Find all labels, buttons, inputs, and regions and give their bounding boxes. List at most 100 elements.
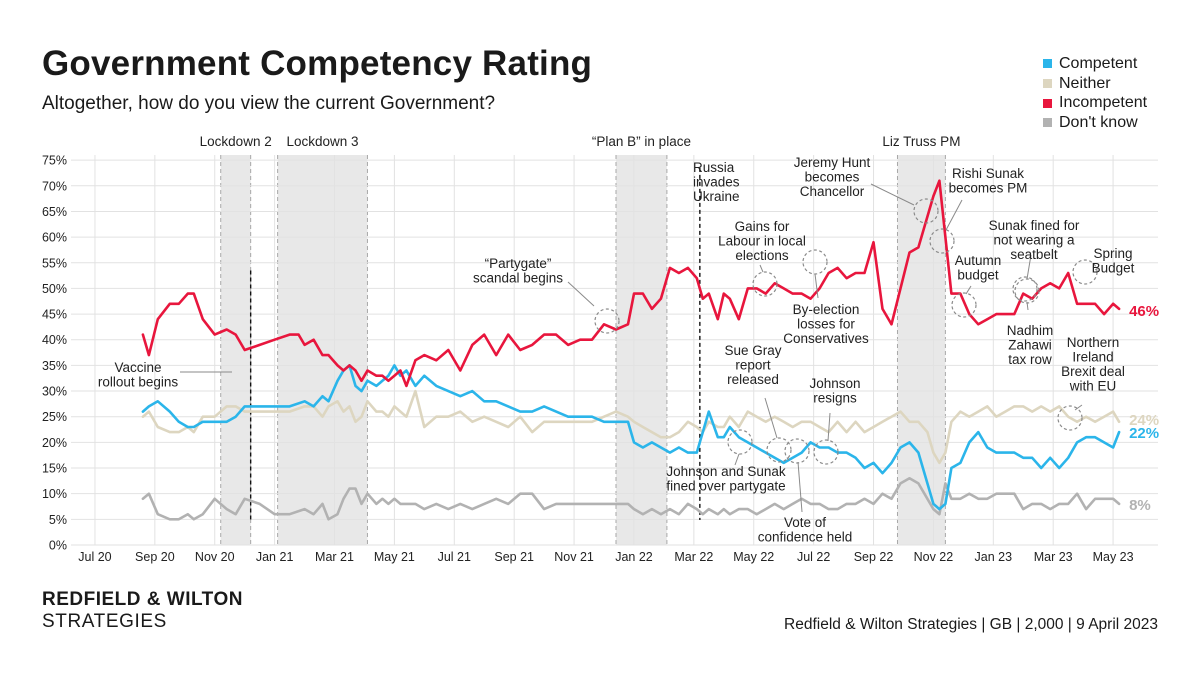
annotation-line-12-2: tax row (1008, 352, 1052, 367)
x-tick-label-13: Sep 22 (854, 550, 894, 564)
annotation-line-2-1: scandal begins (473, 271, 563, 286)
annotation-11: Johnson resigns (809, 376, 861, 465)
annotation-line-7-1: not wearing a (993, 233, 1075, 248)
annotation-circle-5 (929, 228, 955, 254)
annotations: Vaccine rollout begins Russia invades Ukrain… (98, 155, 1135, 545)
x-tick-label-10: Mar 22 (674, 550, 713, 564)
x-tick-label-5: May 21 (374, 550, 415, 564)
y-tick-label-6: 30% (42, 385, 67, 399)
annotation-circle-13 (1057, 405, 1083, 431)
x-tick-label-3: Jan 21 (256, 550, 294, 564)
annotation-line-0-0: Vaccine (114, 360, 161, 375)
annotation-line-1-1: invades (693, 175, 740, 190)
annotation-5: Rishi Sunak becomes PM (929, 166, 1028, 254)
annotation-leader-8 (1094, 267, 1099, 271)
y-tick-label-2: 10% (42, 487, 67, 501)
x-tick-label-0: Jul 20 (78, 550, 111, 564)
annotation-circle-11 (813, 439, 839, 465)
annotation-leader-13 (1074, 404, 1083, 411)
annotation-leader-3 (759, 264, 764, 273)
y-tick-label-14: 70% (42, 179, 67, 193)
y-tick-label-9: 45% (42, 308, 67, 322)
y-tick-label-12: 60% (42, 231, 67, 245)
annotation-circle-2 (594, 308, 620, 334)
annotation-line-12-1: Zahawi (1008, 338, 1052, 353)
annotation-15: Vote of confidence held (758, 438, 853, 545)
annotation-leader-11 (827, 412, 831, 442)
legend-label-dont-know: Don't know (1059, 114, 1138, 132)
annotation-leader-6 (965, 285, 972, 295)
annotation-line-9-2: Conservatives (783, 331, 869, 346)
annotation-line-0-1: rollout begins (98, 375, 179, 390)
annotation-line-12-0: Nadhim (1007, 323, 1054, 338)
series-line-neither (141, 389, 1121, 465)
annotation-circle-4 (913, 198, 939, 224)
annotation-line-8-0: Spring (1093, 246, 1132, 261)
annotation-line-15-1: confidence held (758, 530, 853, 545)
shaded-period-label-1: Lockdown 3 (287, 134, 359, 149)
annotation-6: Autumn budget (951, 253, 1001, 318)
annotation-line-10-1: report (735, 358, 771, 373)
annotation-line-11-0: Johnson (809, 376, 860, 391)
x-tick-label-12: Jul 22 (797, 550, 830, 564)
annotation-12: Nadhim Zahawi tax row (1007, 278, 1054, 367)
annotation-leader-2 (567, 281, 595, 307)
x-tick-label-6: Jul 21 (438, 550, 471, 564)
legend-label-incompetent: Incompetent (1059, 94, 1148, 112)
shaded-period-label-2: “Plan B” in place (592, 134, 691, 149)
gridlines (71, 155, 1158, 546)
annotation-line-1-2: Ukraine (693, 189, 740, 204)
y-tick-label-3: 15% (42, 462, 67, 476)
shaded-period-label-3: Liz Truss PM (882, 134, 960, 149)
annotation-line-4-2: Chancellor (800, 184, 865, 199)
shaded-periods: Lockdown 2 Lockdown 3 “Plan B” in place Liz… (200, 134, 960, 545)
annotation-line-2-0: “Partygate” (485, 256, 552, 271)
annotation-text-7: Sunak fined for not wearing a seatbelt (989, 218, 1080, 262)
legend-label-competent: Competent (1059, 55, 1138, 72)
y-tick-label-15: 75% (42, 154, 67, 168)
legend-swatch-dont-know (1043, 118, 1052, 128)
annotation-7: Sunak fined for not wearing a seatbelt (989, 218, 1080, 302)
series-lines (141, 179, 1121, 521)
annotation-text-11: Johnson resigns (809, 376, 860, 406)
annotation-leader-9 (814, 273, 819, 299)
end-label-don-t-know: 8% (1129, 497, 1151, 514)
y-tick-label-8: 40% (42, 333, 67, 347)
annotation-text-8: Spring Budget (1092, 246, 1135, 276)
annotation-line-4-0: Jeremy Hunt (794, 155, 871, 170)
y-tick-label-0: 0% (49, 539, 67, 553)
annotation-circle-7 (1012, 276, 1038, 302)
brand-name: REDFIELD & WILTON (42, 589, 243, 610)
legend-label-neither: Neither (1059, 74, 1111, 92)
y-tick-label-5: 25% (42, 410, 67, 424)
legend-item-neither: Neither (1043, 74, 1147, 94)
annotation-line-13-2: Brexit deal (1061, 364, 1125, 379)
y-tick-label-13: 65% (42, 205, 67, 219)
y-tick-label-1: 5% (49, 513, 67, 527)
annotation-text-4: Jeremy Hunt becomes Chancellor (794, 155, 871, 199)
annotation-leader-12 (1026, 301, 1029, 311)
annotation-circle-9 (802, 249, 828, 275)
annotation-line-11-1: resigns (813, 391, 857, 406)
annotation-text-5: Rishi Sunak becomes PM (949, 166, 1028, 196)
annotation-text-15: Vote of confidence held (758, 515, 853, 545)
annotation-line-15-0: Vote of (784, 515, 826, 530)
annotation-leader-4 (870, 183, 915, 206)
annotation-line-3-2: elections (735, 248, 789, 263)
shaded-period-2 (615, 155, 667, 545)
annotation-line-4-1: becomes (805, 170, 860, 185)
y-tick-label-10: 50% (42, 282, 67, 296)
annotation-1: Russia invades Ukraine (693, 160, 740, 204)
annotation-line-5-1: becomes PM (949, 181, 1028, 196)
x-tick-label-14: Nov 22 (914, 550, 954, 564)
annotation-line-9-1: losses for (797, 317, 855, 332)
x-tick-label-16: Mar 23 (1034, 550, 1073, 564)
annotation-text-10: Sue Gray report released (724, 343, 781, 387)
annotation-leader-7 (1026, 254, 1032, 280)
annotation-line-13-0: Northern (1067, 335, 1120, 350)
annotation-leader-10 (764, 397, 778, 439)
source-note: Redfield & Wilton Strategies | GB | 2,00… (784, 616, 1158, 633)
annotation-text-9: By-election losses for Conservatives (783, 302, 869, 346)
legend-item-dont-know: Don't know (1043, 113, 1147, 133)
annotation-line-3-1: Labour in local (718, 234, 806, 249)
